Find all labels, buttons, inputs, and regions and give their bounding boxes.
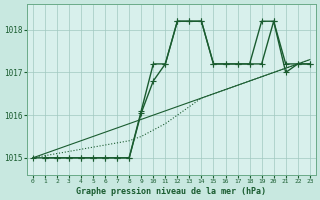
X-axis label: Graphe pression niveau de la mer (hPa): Graphe pression niveau de la mer (hPa): [76, 187, 266, 196]
